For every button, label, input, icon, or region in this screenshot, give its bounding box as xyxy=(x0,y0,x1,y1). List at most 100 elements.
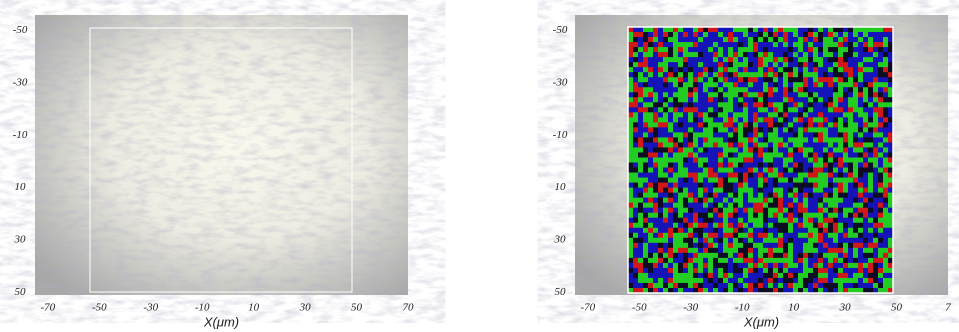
map-cell xyxy=(668,112,674,118)
map-cell xyxy=(753,157,759,163)
map-cell xyxy=(783,157,789,163)
map-cell xyxy=(728,52,734,58)
map-cell xyxy=(703,57,709,63)
map-cell xyxy=(808,277,814,284)
map-cell xyxy=(733,47,739,53)
map-cell xyxy=(643,277,649,284)
map-cell xyxy=(683,212,689,219)
map-cell xyxy=(873,177,879,183)
map-cell xyxy=(813,107,819,113)
map-cell xyxy=(833,252,839,259)
map-cell xyxy=(678,32,684,38)
map-cell xyxy=(843,122,849,128)
map-cell xyxy=(653,97,659,103)
map-cell xyxy=(698,47,704,53)
map-cell xyxy=(803,207,809,214)
map-cell xyxy=(853,62,859,68)
map-cell xyxy=(753,97,759,103)
map-cell xyxy=(703,97,709,103)
map-cell xyxy=(843,87,849,93)
map-cell xyxy=(863,182,869,189)
map-cell xyxy=(838,122,844,128)
map-cell xyxy=(743,252,749,259)
map-cell xyxy=(738,282,744,289)
map-cell xyxy=(678,237,684,244)
map-cell xyxy=(863,92,869,98)
map-cell xyxy=(763,177,769,183)
map-cell xyxy=(683,47,689,53)
map-cell xyxy=(823,182,829,189)
map-cell xyxy=(668,107,674,113)
map-cell xyxy=(648,72,654,78)
map-cell xyxy=(693,197,699,204)
map-cell xyxy=(753,182,759,189)
map-cell xyxy=(873,202,879,209)
map-cell xyxy=(798,242,804,249)
map-cell xyxy=(753,47,759,53)
map-cell xyxy=(878,247,884,254)
map-cell xyxy=(813,62,819,68)
map-cell xyxy=(778,82,784,88)
map-cell xyxy=(758,212,764,219)
map-cell xyxy=(703,62,709,68)
map-cell xyxy=(688,132,694,138)
map-cell xyxy=(723,147,729,153)
map-cell xyxy=(773,252,779,259)
map-cell xyxy=(843,137,849,143)
map-cell xyxy=(688,242,694,249)
x-tick-label: 10 xyxy=(788,302,800,314)
map-cell xyxy=(638,227,644,234)
map-cell xyxy=(853,52,859,58)
map-cell xyxy=(688,162,694,168)
map-cell xyxy=(888,122,894,128)
map-cell xyxy=(628,192,634,199)
map-cell xyxy=(788,242,794,249)
map-cell xyxy=(628,107,634,113)
map-cell xyxy=(798,182,804,189)
map-cell xyxy=(758,192,764,199)
map-cell xyxy=(678,62,684,68)
map-cell xyxy=(868,132,874,138)
map-cell xyxy=(748,197,754,204)
map-cell xyxy=(693,147,699,153)
x-axis-label: X(μm) xyxy=(743,314,779,329)
map-cell xyxy=(728,242,734,249)
map-cell xyxy=(638,252,644,259)
map-cell xyxy=(743,192,749,199)
map-cell xyxy=(788,277,794,284)
map-cell xyxy=(648,97,654,103)
map-cell xyxy=(808,207,814,214)
map-cell xyxy=(743,172,749,178)
map-cell xyxy=(658,127,664,133)
map-cell xyxy=(733,112,739,118)
map-cell xyxy=(663,177,669,183)
map-cell xyxy=(713,277,719,284)
map-cell xyxy=(858,222,864,229)
map-cell xyxy=(788,102,794,108)
map-cell xyxy=(848,137,854,143)
map-cell xyxy=(828,252,834,259)
map-cell xyxy=(803,162,809,168)
map-cell xyxy=(733,202,739,209)
map-cell xyxy=(718,87,724,93)
map-cell xyxy=(743,72,749,78)
map-cell xyxy=(658,152,664,158)
map-cell xyxy=(823,192,829,199)
map-cell xyxy=(763,212,769,219)
map-cell xyxy=(693,107,699,113)
map-cell xyxy=(868,172,874,178)
map-cell xyxy=(723,182,729,189)
map-cell xyxy=(768,217,774,224)
map-cell xyxy=(848,122,854,128)
map-cell xyxy=(718,92,724,98)
map-cell xyxy=(833,277,839,284)
map-cell xyxy=(738,267,744,274)
map-cell xyxy=(878,267,884,274)
x-tick-label: -30 xyxy=(143,302,158,314)
map-cell xyxy=(758,177,764,183)
map-cell xyxy=(858,262,864,269)
map-cell xyxy=(723,137,729,143)
map-cell xyxy=(853,242,859,249)
map-cell xyxy=(863,117,869,123)
map-cell xyxy=(728,87,734,93)
